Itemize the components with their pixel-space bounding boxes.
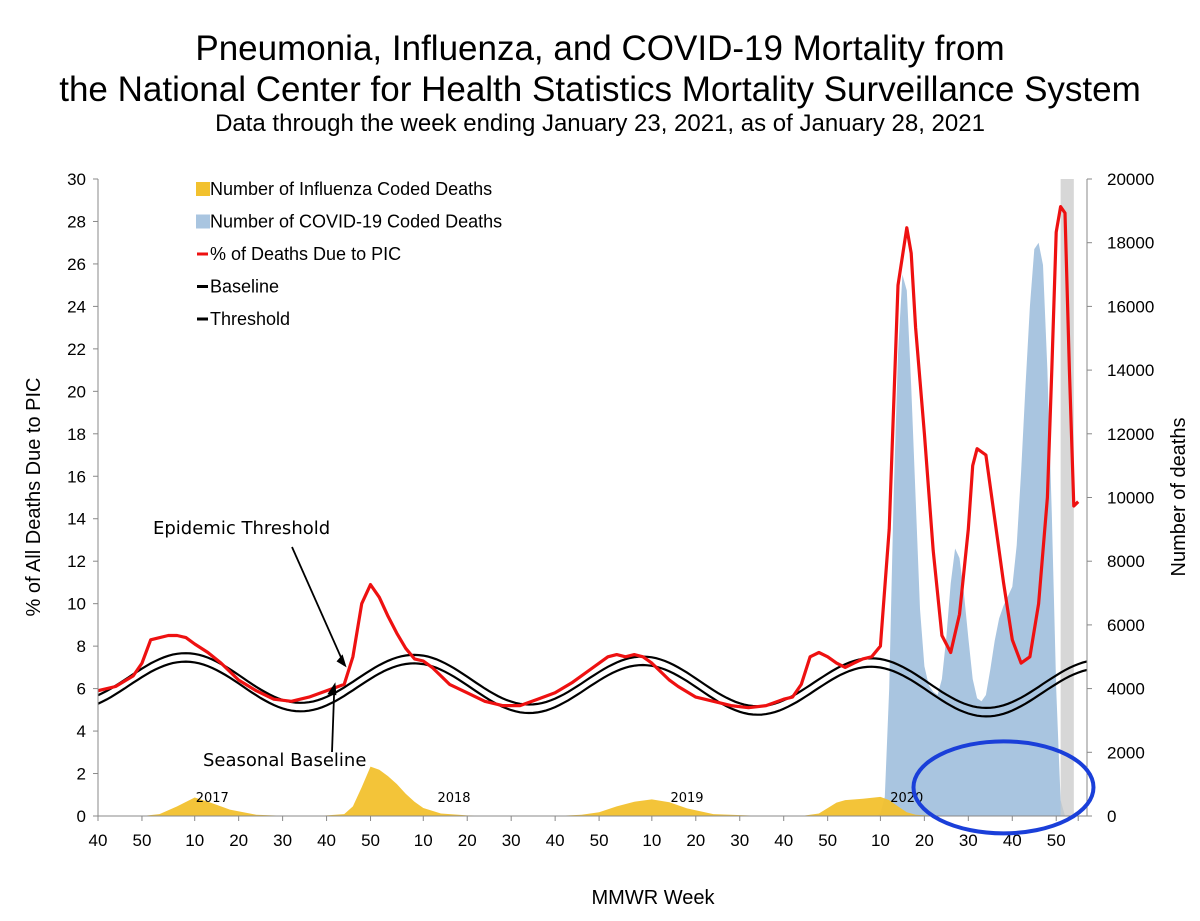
- y-left-tick-label: 26: [67, 255, 86, 274]
- x-tick-label: 30: [502, 831, 521, 850]
- y-left-tick-label: 2: [77, 765, 86, 784]
- baseline-line: [97, 660, 1088, 718]
- y-right-tick-label: 4000: [1107, 680, 1145, 699]
- x-tick-label: 10: [871, 831, 890, 850]
- epidemic-threshold-annotation: Epidemic Threshold: [153, 518, 330, 539]
- recent-weeks-shading-group: [1060, 179, 1074, 816]
- year-label: 2019: [670, 791, 703, 806]
- legend-label: Threshold: [210, 309, 290, 329]
- x-tick-label: 30: [273, 831, 292, 850]
- legend-label: Number of Influenza Coded Deaths: [210, 179, 492, 199]
- x-tick-label: 20: [458, 831, 477, 850]
- y-left-tick-label: 0: [77, 807, 86, 826]
- x-tick-label: 20: [229, 831, 248, 850]
- pic-percent-line: [97, 205, 1080, 710]
- x-tick-label: 10: [642, 831, 661, 850]
- y-right-tick-label: 8000: [1107, 552, 1145, 571]
- epidemic-threshold-arrow: [291, 546, 346, 666]
- axes-group: 0246810121416182022242628300200040006000…: [67, 170, 1154, 850]
- covid-deaths-area: [871, 242, 1079, 816]
- legend: Number of Influenza Coded Deaths Number o…: [196, 179, 502, 329]
- year-label: 2018: [437, 791, 470, 806]
- y-left-tick-label: 28: [67, 212, 86, 231]
- x-tick-label: 40: [89, 831, 108, 850]
- legend-swatch: [196, 182, 210, 196]
- chart-subtitle: Data through the week ending January 23,…: [215, 110, 985, 137]
- y-right-tick-label: 20000: [1107, 170, 1154, 189]
- y-left-tick-label: 4: [77, 722, 86, 741]
- y-left-tick-label: 18: [67, 425, 86, 444]
- legend-label: Number of COVID-19 Coded Deaths: [210, 212, 502, 232]
- y-right-tick-label: 16000: [1107, 297, 1154, 316]
- x-tick-label: 20: [686, 831, 705, 850]
- y-right-tick-label: 10000: [1107, 489, 1154, 508]
- y-right-tick-label: 6000: [1107, 616, 1145, 635]
- y-left-tick-label: 22: [67, 340, 86, 359]
- seasonal-baseline-arrow: [331, 686, 336, 753]
- influenza-deaths-area: [98, 766, 1074, 816]
- x-tick-label: 50: [818, 831, 837, 850]
- y-right-tick-label: 12000: [1107, 425, 1154, 444]
- x-tick-label: 40: [1003, 831, 1022, 850]
- x-tick-label: 40: [546, 831, 565, 850]
- y-axis-right-title: Number of deaths: [1168, 418, 1190, 577]
- x-tick-label: 50: [590, 831, 609, 850]
- y-left-tick-label: 16: [67, 467, 86, 486]
- chart-title-line-2: the National Center for Health Statistic…: [59, 70, 1141, 109]
- x-tick-label: 10: [414, 831, 433, 850]
- covid-deaths-area-group: [871, 242, 1079, 816]
- y-left-tick-label: 8: [77, 637, 86, 656]
- recent-weeks-shading: [1060, 179, 1074, 816]
- influenza-deaths-area-group: [98, 766, 1074, 816]
- y-right-tick-label: 2000: [1107, 743, 1145, 762]
- threshold-line: [97, 652, 1088, 710]
- y-right-tick-label: 14000: [1107, 361, 1154, 380]
- y-left-tick-label: 20: [67, 382, 86, 401]
- chart-title-block: Pneumonia, Influenza, and COVID-19 Morta…: [0, 28, 1200, 138]
- seasonal-baseline-annotation: Seasonal Baseline: [203, 750, 366, 771]
- x-tick-label: 50: [132, 831, 151, 850]
- epidemic-threshold-arrowhead: [336, 654, 347, 668]
- legend-label: Baseline: [210, 277, 279, 297]
- y-left-tick-label: 24: [67, 297, 86, 316]
- y-left-tick-label: 6: [77, 680, 86, 699]
- x-axis-title: MMWR Week: [592, 887, 716, 909]
- y-left-tick-label: 30: [67, 170, 86, 189]
- line-series-group: [97, 205, 1088, 718]
- x-tick-label: 50: [361, 831, 380, 850]
- x-tick-label: 40: [317, 831, 336, 850]
- chart-title: Pneumonia, Influenza, and COVID-19 Morta…: [195, 29, 1005, 68]
- y-right-tick-label: 18000: [1107, 234, 1154, 253]
- x-tick-label: 30: [959, 831, 978, 850]
- y-axis-left-title: % of All Deaths Due to PIC: [23, 377, 45, 616]
- x-tick-label: 30: [730, 831, 749, 850]
- y-left-tick-label: 12: [67, 552, 86, 571]
- legend-label: % of Deaths Due to PIC: [210, 244, 401, 264]
- x-tick-label: 50: [1047, 831, 1066, 850]
- seasonal-baseline-arrowhead: [327, 682, 337, 696]
- y-left-tick-label: 10: [67, 595, 86, 614]
- x-tick-label: 10: [185, 831, 204, 850]
- annotations-group: Epidemic Threshold Seasonal Baseline: [153, 518, 1096, 836]
- year-label: 2017: [196, 791, 229, 806]
- y-right-tick-label: 0: [1107, 807, 1116, 826]
- legend-swatch: [196, 214, 210, 229]
- x-tick-label: 20: [915, 831, 934, 850]
- highlight-ellipse: [911, 739, 1096, 836]
- x-tick-label: 40: [774, 831, 793, 850]
- y-left-tick-label: 14: [67, 510, 86, 529]
